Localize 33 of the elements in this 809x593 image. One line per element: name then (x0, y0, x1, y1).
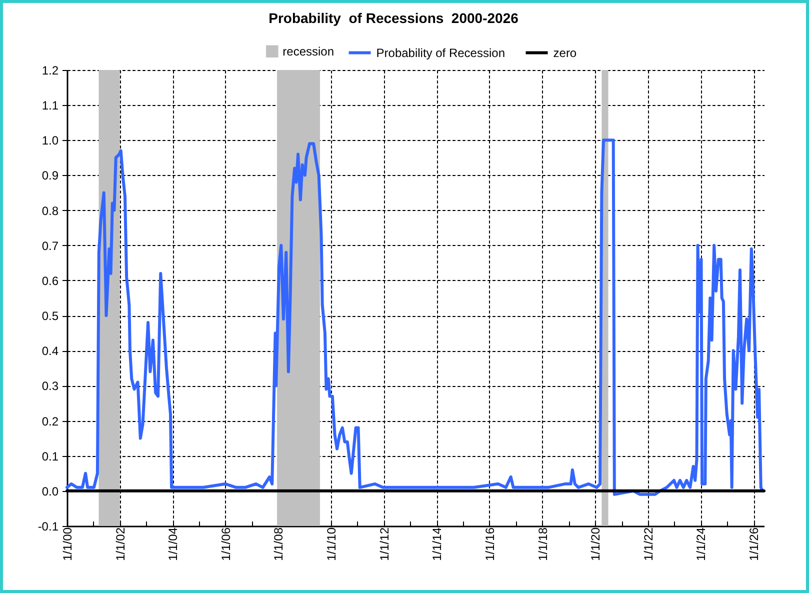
x-tick-label: 1/1/02 (113, 527, 128, 561)
y-tick-label: 1.0 (42, 134, 59, 148)
legend-label: recession (282, 44, 334, 58)
x-tick-label: 1/1/18 (536, 527, 550, 561)
chart-title: Probability of Recessions 2000-2026 (268, 10, 519, 26)
y-tick-label: 0.5 (42, 309, 59, 324)
x-tick-label: 1/1/20 (588, 527, 603, 561)
x-tick-label: 1/1/14 (430, 527, 444, 561)
y-tick-label: 0.6 (42, 274, 59, 288)
x-tick-label: 1/1/16 (482, 527, 497, 561)
y-tick-label: 1.2 (42, 64, 59, 78)
y-tick-label: 0.0 (42, 484, 59, 498)
y-tick-label: 0.1 (42, 449, 59, 464)
x-tick-label: 1/1/04 (166, 527, 180, 561)
y-tick-label: 0.3 (42, 379, 59, 394)
x-tick-label: 1/1/26 (747, 527, 762, 561)
x-tick-label: 1/1/08 (272, 527, 286, 561)
x-tick-label: 1/1/06 (218, 527, 233, 561)
y-tick-label: 0.9 (42, 168, 59, 183)
y-tick-label: 0.8 (42, 204, 59, 218)
x-tick-label: 1/1/12 (377, 527, 392, 561)
x-tick-label: 1/1/24 (694, 527, 708, 561)
y-tick-label: 0.2 (42, 414, 59, 428)
x-tick-label: 1/1/00 (60, 527, 74, 561)
y-tick-label: -0.1 (38, 520, 59, 534)
line-series (66, 138, 764, 496)
legend-label: Probability of Recession (376, 46, 505, 60)
legend-label: zero (553, 46, 577, 60)
y-tick-label: 0.7 (42, 238, 59, 253)
y-tick-label: 0.4 (42, 344, 59, 358)
y-tick-label: 1.1 (42, 98, 59, 113)
x-tick-label: 1/1/10 (324, 527, 339, 561)
x-tick-label: 1/1/22 (641, 527, 656, 561)
